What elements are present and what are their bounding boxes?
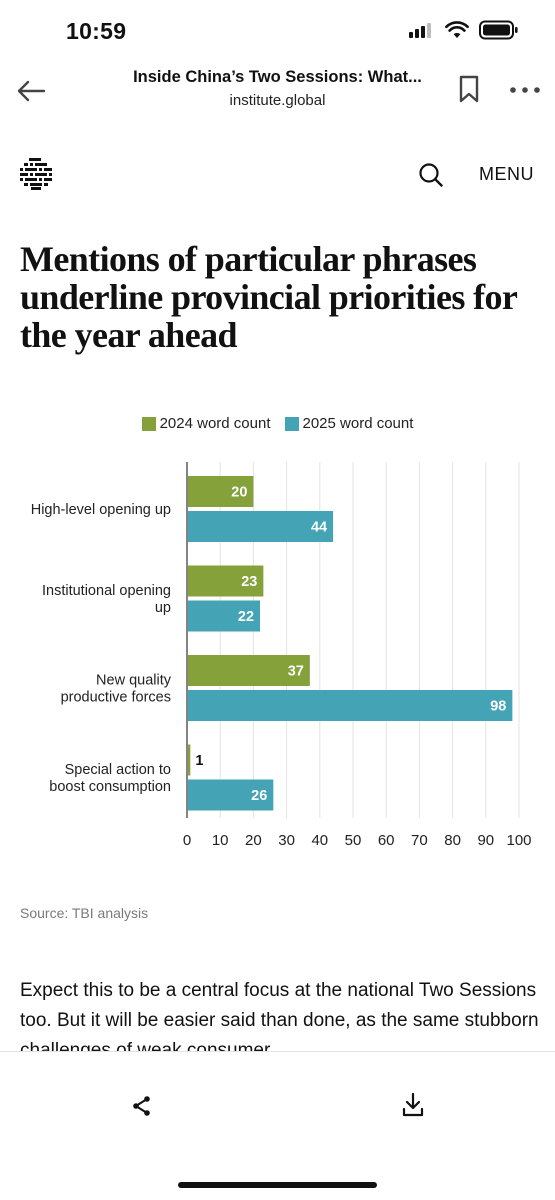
more-options-button[interactable] — [508, 82, 542, 98]
menu-button[interactable]: MENU — [479, 164, 534, 184]
category-label: up — [155, 600, 171, 616]
download-icon — [402, 1092, 424, 1117]
search-button[interactable] — [418, 162, 444, 188]
article-heading: Mentions of particular phrases underline… — [20, 239, 517, 355]
legend-item-2025: 2025 word count — [284, 415, 414, 432]
bar-2025 — [188, 779, 274, 811]
bar-value-label: 20 — [231, 485, 247, 501]
cellular-signal-icon — [409, 23, 431, 38]
bar-2024 — [188, 744, 191, 776]
legend-label-2024: 2024 word count — [159, 415, 271, 432]
bar-2025 — [188, 690, 513, 721]
bar-2025 — [188, 511, 334, 542]
bar-value-label: 22 — [238, 609, 254, 625]
bar-2024 — [188, 476, 254, 507]
x-tick-label: 0 — [183, 832, 191, 849]
x-tick-label: 60 — [378, 832, 395, 849]
x-tick-label: 20 — [245, 832, 262, 849]
bookmark-icon — [459, 75, 479, 103]
bar-value-label: 23 — [241, 574, 257, 590]
x-tick-label: 40 — [311, 832, 328, 849]
page-domain: institute.global — [229, 92, 326, 109]
page-title: Inside China’s Two Sessions: What... — [133, 68, 422, 86]
bar-value-label: 98 — [490, 699, 506, 715]
chart-legend: 2024 word count 2025 word count — [0, 415, 555, 432]
browser-header: Inside China’s Two Sessions: What... ins… — [0, 60, 555, 124]
x-tick-label: 80 — [444, 832, 461, 849]
category-label: New quality — [96, 673, 172, 689]
legend-swatch-2024 — [141, 416, 156, 431]
status-bar: 10:59 — [0, 0, 555, 60]
status-icons — [409, 20, 519, 40]
share-button[interactable] — [130, 1094, 154, 1118]
status-time: 10:59 — [66, 18, 127, 44]
back-button[interactable] — [14, 74, 48, 108]
bar-2025 — [188, 600, 261, 632]
bookmark-button[interactable] — [457, 74, 483, 106]
download-button[interactable] — [401, 1092, 425, 1118]
site-header: MENU — [0, 150, 555, 200]
battery-icon — [479, 20, 518, 40]
bar-value-label: 44 — [311, 520, 327, 536]
wifi-icon — [445, 21, 469, 38]
category-label: High-level opening up — [31, 502, 171, 518]
legend-item-2024: 2024 word count — [141, 415, 271, 432]
x-tick-label: 90 — [477, 832, 494, 849]
home-indicator — [178, 1182, 377, 1188]
bar-chart: 0 10 20 30 40 50 60 70 80 90 100 High-level opening… — [31, 462, 532, 849]
bar-value-label: 37 — [288, 664, 304, 680]
arrow-left-icon — [17, 80, 46, 102]
bar-value-label: 26 — [251, 788, 267, 804]
bar-value-label: 1 — [195, 753, 203, 769]
search-icon — [419, 163, 443, 187]
x-tick-label: 50 — [345, 832, 362, 849]
x-tick-label: 70 — [411, 832, 428, 849]
x-tick-label: 30 — [278, 832, 295, 849]
site-logo[interactable] — [20, 158, 52, 190]
category-label: boost consumption — [49, 779, 171, 795]
x-tick-label: 10 — [212, 832, 229, 849]
legend-label-2025: 2025 word count — [302, 415, 414, 432]
category-label: Institutional opening — [42, 583, 171, 599]
share-icon — [133, 1096, 150, 1116]
x-tick-label: 100 — [506, 832, 531, 849]
legend-swatch-2025 — [284, 416, 299, 431]
article-body-text: Expect this to be a central focus at the… — [20, 980, 539, 1054]
institute-logo-icon — [20, 158, 52, 190]
bar-2024 — [188, 655, 310, 686]
chart-source: Source: TBI analysis — [20, 905, 149, 921]
more-dots-icon — [510, 87, 540, 93]
bottom-toolbar — [0, 1051, 555, 1166]
category-label: productive forces — [61, 690, 171, 706]
category-label: Special action to — [65, 762, 171, 778]
bar-2024 — [188, 565, 264, 597]
